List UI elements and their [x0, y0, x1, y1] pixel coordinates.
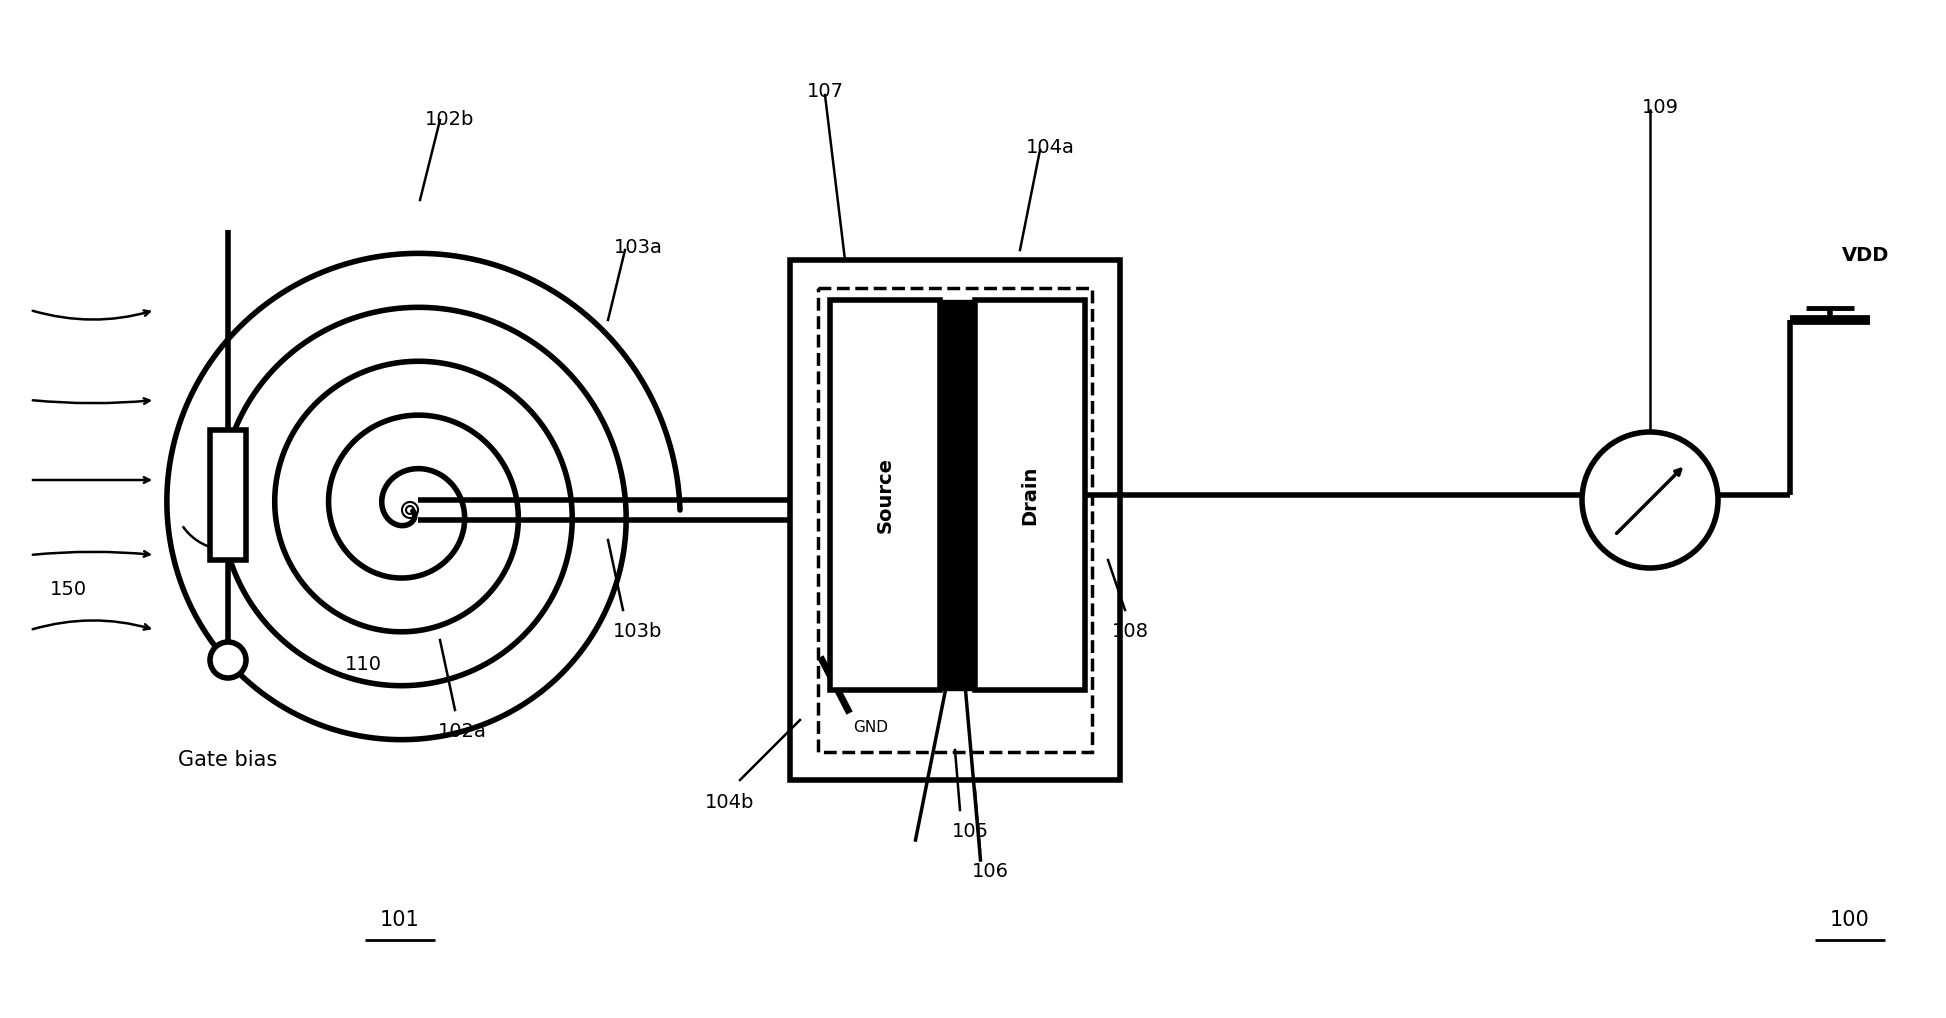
Bar	[831, 300, 940, 690]
Bar	[210, 430, 245, 560]
Text: 104a: 104a	[1026, 138, 1074, 157]
Text: 100: 100	[1829, 910, 1870, 930]
Text: 103a: 103a	[613, 238, 662, 257]
Circle shape	[210, 642, 245, 678]
Text: 109: 109	[1642, 98, 1679, 117]
Circle shape	[1582, 432, 1718, 568]
Text: GND: GND	[852, 720, 887, 735]
Bar	[940, 300, 975, 690]
Bar	[975, 300, 1086, 690]
Text: VDD: VDD	[1843, 246, 1890, 265]
Text: 101: 101	[379, 910, 420, 930]
Text: 107: 107	[806, 82, 843, 101]
Text: Gate bias: Gate bias	[179, 750, 278, 770]
Text: 102a: 102a	[438, 722, 486, 741]
Text: 110: 110	[344, 655, 381, 674]
Text: 150: 150	[51, 580, 88, 599]
Text: 106: 106	[971, 862, 1008, 881]
Bar	[790, 260, 1121, 780]
Text: 108: 108	[1111, 622, 1148, 641]
Text: 102b: 102b	[426, 110, 475, 129]
Bar	[817, 288, 1092, 752]
Text: 104b: 104b	[704, 793, 755, 812]
Text: 103b: 103b	[613, 622, 664, 641]
Text: Drain: Drain	[1020, 465, 1039, 524]
Text: 105: 105	[952, 822, 989, 841]
Text: Source: Source	[876, 457, 895, 533]
